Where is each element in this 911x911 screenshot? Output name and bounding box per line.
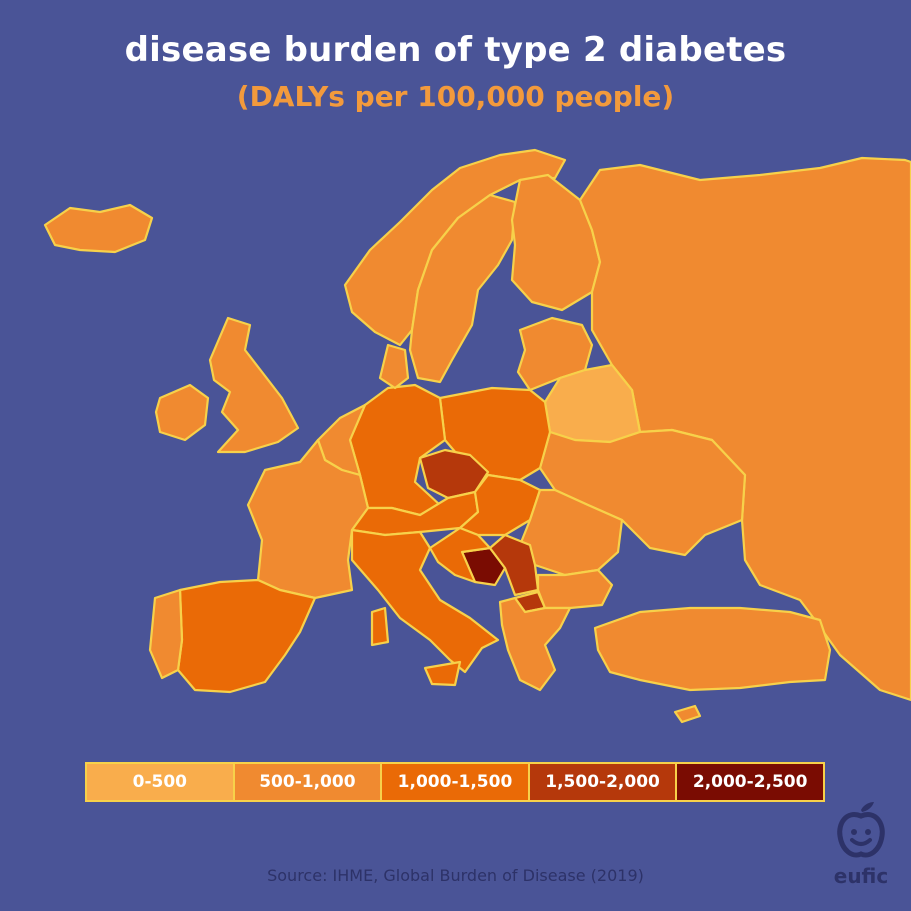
- source-note: Source: IHME, Global Burden of Disease (…: [267, 866, 644, 885]
- region-france: [246, 438, 370, 600]
- legend: 0-500 500-1,000 1,000-1,500 1,500-2,000 …: [85, 762, 825, 802]
- region-iceland: [43, 203, 154, 254]
- region-sweden: [408, 193, 517, 384]
- region-denmark: [378, 343, 410, 390]
- legend-item: 1,000-1,500: [382, 764, 530, 800]
- legend-item: 1,500-2,000: [529, 764, 678, 800]
- region-serbia: [488, 533, 540, 597]
- eufic-logo: eufic: [826, 800, 896, 895]
- legend-label: 0-500: [132, 772, 187, 792]
- region-bulgaria: [536, 568, 614, 610]
- region-russia: [578, 156, 911, 702]
- region-ireland: [154, 383, 210, 442]
- region-greece-albania: [498, 596, 572, 692]
- logo-text: eufic: [833, 864, 889, 888]
- region-sardinia: [370, 606, 390, 647]
- legend-item: 0-500: [87, 764, 235, 800]
- legend-label: 500-1,000: [259, 772, 356, 792]
- region-italy: [350, 528, 500, 674]
- legend-label: 2,000-2,500: [692, 772, 808, 792]
- legend-label: 1,000-1,500: [397, 772, 513, 792]
- region-croatia: [428, 526, 492, 584]
- region-spain: [176, 578, 317, 694]
- legend-label: 1,500-2,000: [545, 772, 660, 792]
- region-portugal: [148, 588, 184, 680]
- region-hungary-slovakia: [458, 473, 542, 537]
- region-turkey: [593, 606, 832, 692]
- map-title: disease burden of type 2 diabetes: [124, 30, 787, 70]
- region-sicily: [423, 660, 462, 687]
- legend-item: 2,000-2,500: [677, 764, 823, 800]
- apple-face-icon: [837, 802, 885, 858]
- region-united-kingdom: [208, 316, 300, 454]
- legend-item: 500-1,000: [234, 764, 383, 800]
- map-subtitle: (DALYs per 100,000 people): [236, 80, 675, 113]
- region-cyprus: [673, 704, 702, 724]
- region-finland: [510, 173, 602, 312]
